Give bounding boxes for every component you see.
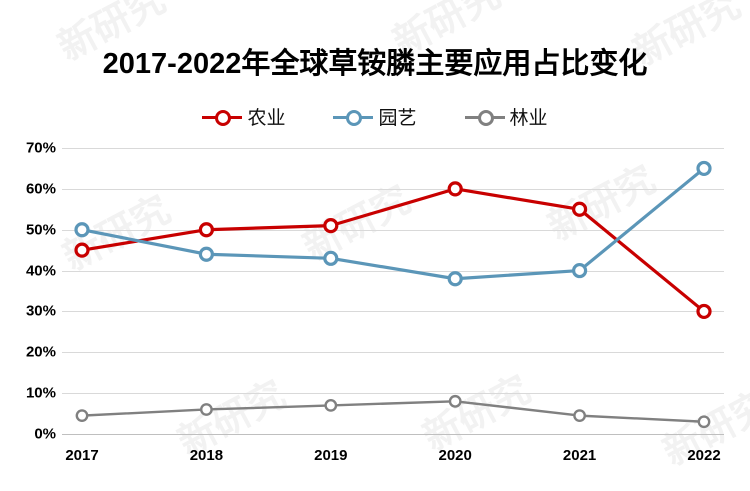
gridline bbox=[62, 148, 724, 149]
data-point[interactable] bbox=[74, 242, 90, 258]
x-axis-labels: 2017 2018 2019 2020 2021 2022 bbox=[62, 447, 724, 471]
legend-item-1[interactable]: 农业 bbox=[202, 103, 285, 130]
legend-marker-icon bbox=[333, 109, 374, 126]
gridline bbox=[62, 393, 724, 395]
data-point[interactable] bbox=[198, 246, 214, 262]
y-axis-tick-label: 40% bbox=[25, 262, 56, 280]
data-point[interactable] bbox=[696, 160, 712, 177]
data-point[interactable] bbox=[198, 222, 214, 238]
data-point[interactable] bbox=[448, 394, 462, 408]
x-axis-tick-label: 2022 bbox=[687, 447, 721, 464]
legend-label: 林业 bbox=[509, 108, 548, 129]
y-axis-tick-label: 20% bbox=[25, 343, 56, 361]
series-layer bbox=[74, 160, 712, 429]
series-line bbox=[80, 166, 706, 281]
data-point[interactable] bbox=[696, 303, 712, 320]
legend-marker-icon bbox=[202, 109, 243, 126]
gridline bbox=[62, 229, 724, 231]
chart-title: 2017-2022年全球草铵膦主要应用占比变化 bbox=[102, 48, 648, 80]
chart-legend: 农业 园艺 林业 bbox=[0, 103, 750, 130]
y-axis-tick-label: 60% bbox=[25, 180, 56, 198]
series-line bbox=[80, 187, 706, 314]
y-axis-tick-label: 10% bbox=[25, 384, 56, 402]
data-point[interactable] bbox=[199, 403, 213, 416]
data-point[interactable] bbox=[573, 409, 586, 423]
legend-marker-icon bbox=[464, 109, 505, 126]
data-point[interactable] bbox=[447, 271, 463, 287]
x-axis-tick-label: 2021 bbox=[562, 447, 597, 464]
data-point[interactable] bbox=[323, 250, 339, 266]
gridline bbox=[62, 270, 724, 272]
series-1 bbox=[74, 181, 712, 320]
data-point[interactable] bbox=[571, 201, 588, 217]
y-axis-tick-label: 50% bbox=[25, 221, 56, 239]
data-point[interactable] bbox=[75, 409, 89, 423]
data-point[interactable] bbox=[447, 181, 463, 197]
legend-item-2[interactable]: 园艺 bbox=[333, 103, 417, 130]
gridline bbox=[62, 434, 724, 435]
legend-item-3[interactable]: 林业 bbox=[464, 103, 548, 130]
data-point[interactable] bbox=[571, 262, 588, 279]
gridline bbox=[62, 352, 724, 354]
gridline bbox=[62, 311, 724, 313]
series-3 bbox=[75, 394, 711, 429]
data-point[interactable] bbox=[324, 398, 338, 412]
plot-area bbox=[62, 148, 724, 435]
legend-label: 园艺 bbox=[378, 108, 417, 129]
data-point[interactable] bbox=[323, 218, 339, 234]
x-axis-tick-label: 2018 bbox=[189, 447, 224, 464]
legend-label: 农业 bbox=[247, 108, 286, 129]
data-point[interactable] bbox=[697, 415, 711, 429]
y-axis-tick-label: 70% bbox=[25, 139, 56, 157]
y-axis-labels: 70% 60% 50% 40% 30% 20% 10% 0% bbox=[0, 140, 56, 443]
x-axis-tick-label: 2020 bbox=[438, 447, 472, 464]
x-axis-tick-label: 2019 bbox=[314, 447, 348, 464]
series-2 bbox=[74, 160, 712, 287]
gridline bbox=[62, 188, 724, 190]
y-axis-tick-label: 0% bbox=[34, 425, 56, 443]
y-axis-tick-label: 30% bbox=[25, 302, 56, 320]
data-point[interactable] bbox=[74, 222, 90, 238]
x-axis-tick-label: 2017 bbox=[65, 447, 99, 464]
series-line bbox=[80, 400, 706, 423]
